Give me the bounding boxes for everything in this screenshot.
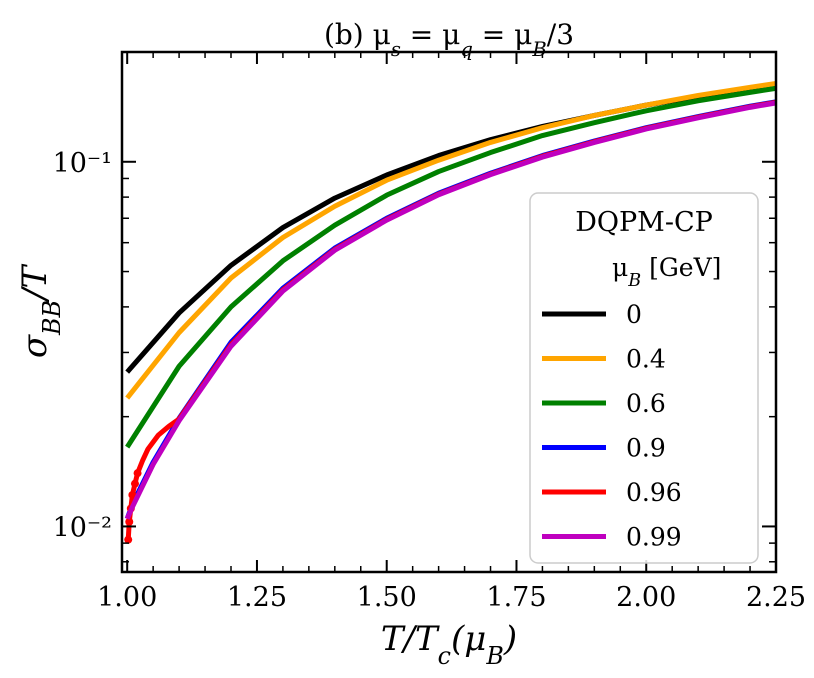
series-point-0.96 — [128, 490, 137, 499]
axes-frame — [120, 50, 778, 574]
legend-label-0.96: 0.96 — [626, 478, 682, 507]
legend-label-0.4: 0.4 — [626, 345, 666, 374]
x-tick-label: 2.00 — [616, 582, 676, 613]
series-point-0.96 — [133, 469, 142, 478]
series-point-0.96 — [130, 479, 139, 488]
series-0.4 — [125, 80, 776, 400]
series-line-0.4 — [125, 80, 776, 400]
x-tick-label: 1.25 — [227, 582, 287, 613]
axes: 1.00 1.25 1.50 1.75 2.00 2.25 10⁻² 10⁻¹ T/Tc(μB)… — [15, 50, 806, 670]
legend-title: DQPM-CP — [575, 207, 713, 238]
series-point-0.96 — [125, 517, 134, 526]
legend-box — [529, 192, 759, 564]
legend: DQPM-CP μB [GeV] 0 0.4 0.6 0.9 0.96 0.99 — [529, 192, 759, 564]
x-tick-label: 2.25 — [746, 582, 806, 613]
series-0.99 — [124, 100, 776, 520]
x-tick-label: 1.75 — [486, 582, 546, 613]
series-line-0.99 — [124, 100, 776, 520]
legend-label-0.9: 0.9 — [626, 434, 666, 463]
series-point-0.96 — [124, 535, 133, 544]
legend-subtitle: μB [GeV] — [612, 253, 721, 291]
legend-label-0: 0 — [626, 300, 642, 329]
x-tick-label: 1.00 — [97, 582, 157, 613]
x-axis-title: T/Tc(μB) — [381, 619, 517, 670]
y-tick-label: 10⁻² — [53, 512, 112, 543]
legend-label-0.99: 0.99 — [626, 523, 682, 552]
series-line-0.6 — [125, 85, 776, 449]
legend-label-0.6: 0.6 — [626, 389, 666, 418]
plot-area — [124, 80, 776, 544]
y-axis-title: σBB/T — [15, 264, 66, 359]
x-tick-label: 1.50 — [357, 582, 417, 613]
y-tick-label: 10⁻¹ — [53, 148, 112, 179]
series-0.6 — [125, 85, 776, 449]
